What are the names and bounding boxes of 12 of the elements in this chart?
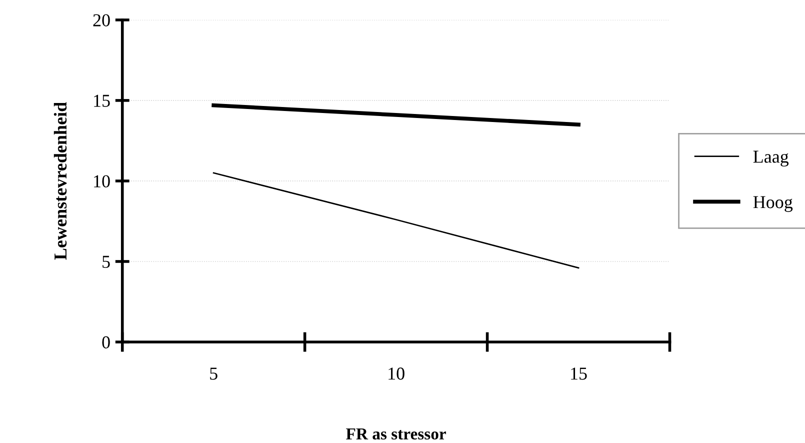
x-tick-label: 15 [571,368,587,380]
y-tick-label: 10 [94,175,110,188]
y-tick-label: 15 [94,94,110,107]
y-tick-label: 0 [102,336,110,348]
y-tick-label: 20 [93,14,110,26]
y-tick-label: 5 [102,256,110,268]
legend-label: Laag [753,150,789,167]
x-tick-label: 5 [210,368,218,380]
x-tick-label: 10 [388,368,404,380]
x-axis-title: FR as stressor [346,428,446,440]
legend-label: Hoog [753,196,793,212]
y-axis-title: Lewenstevredenheid [54,102,67,260]
